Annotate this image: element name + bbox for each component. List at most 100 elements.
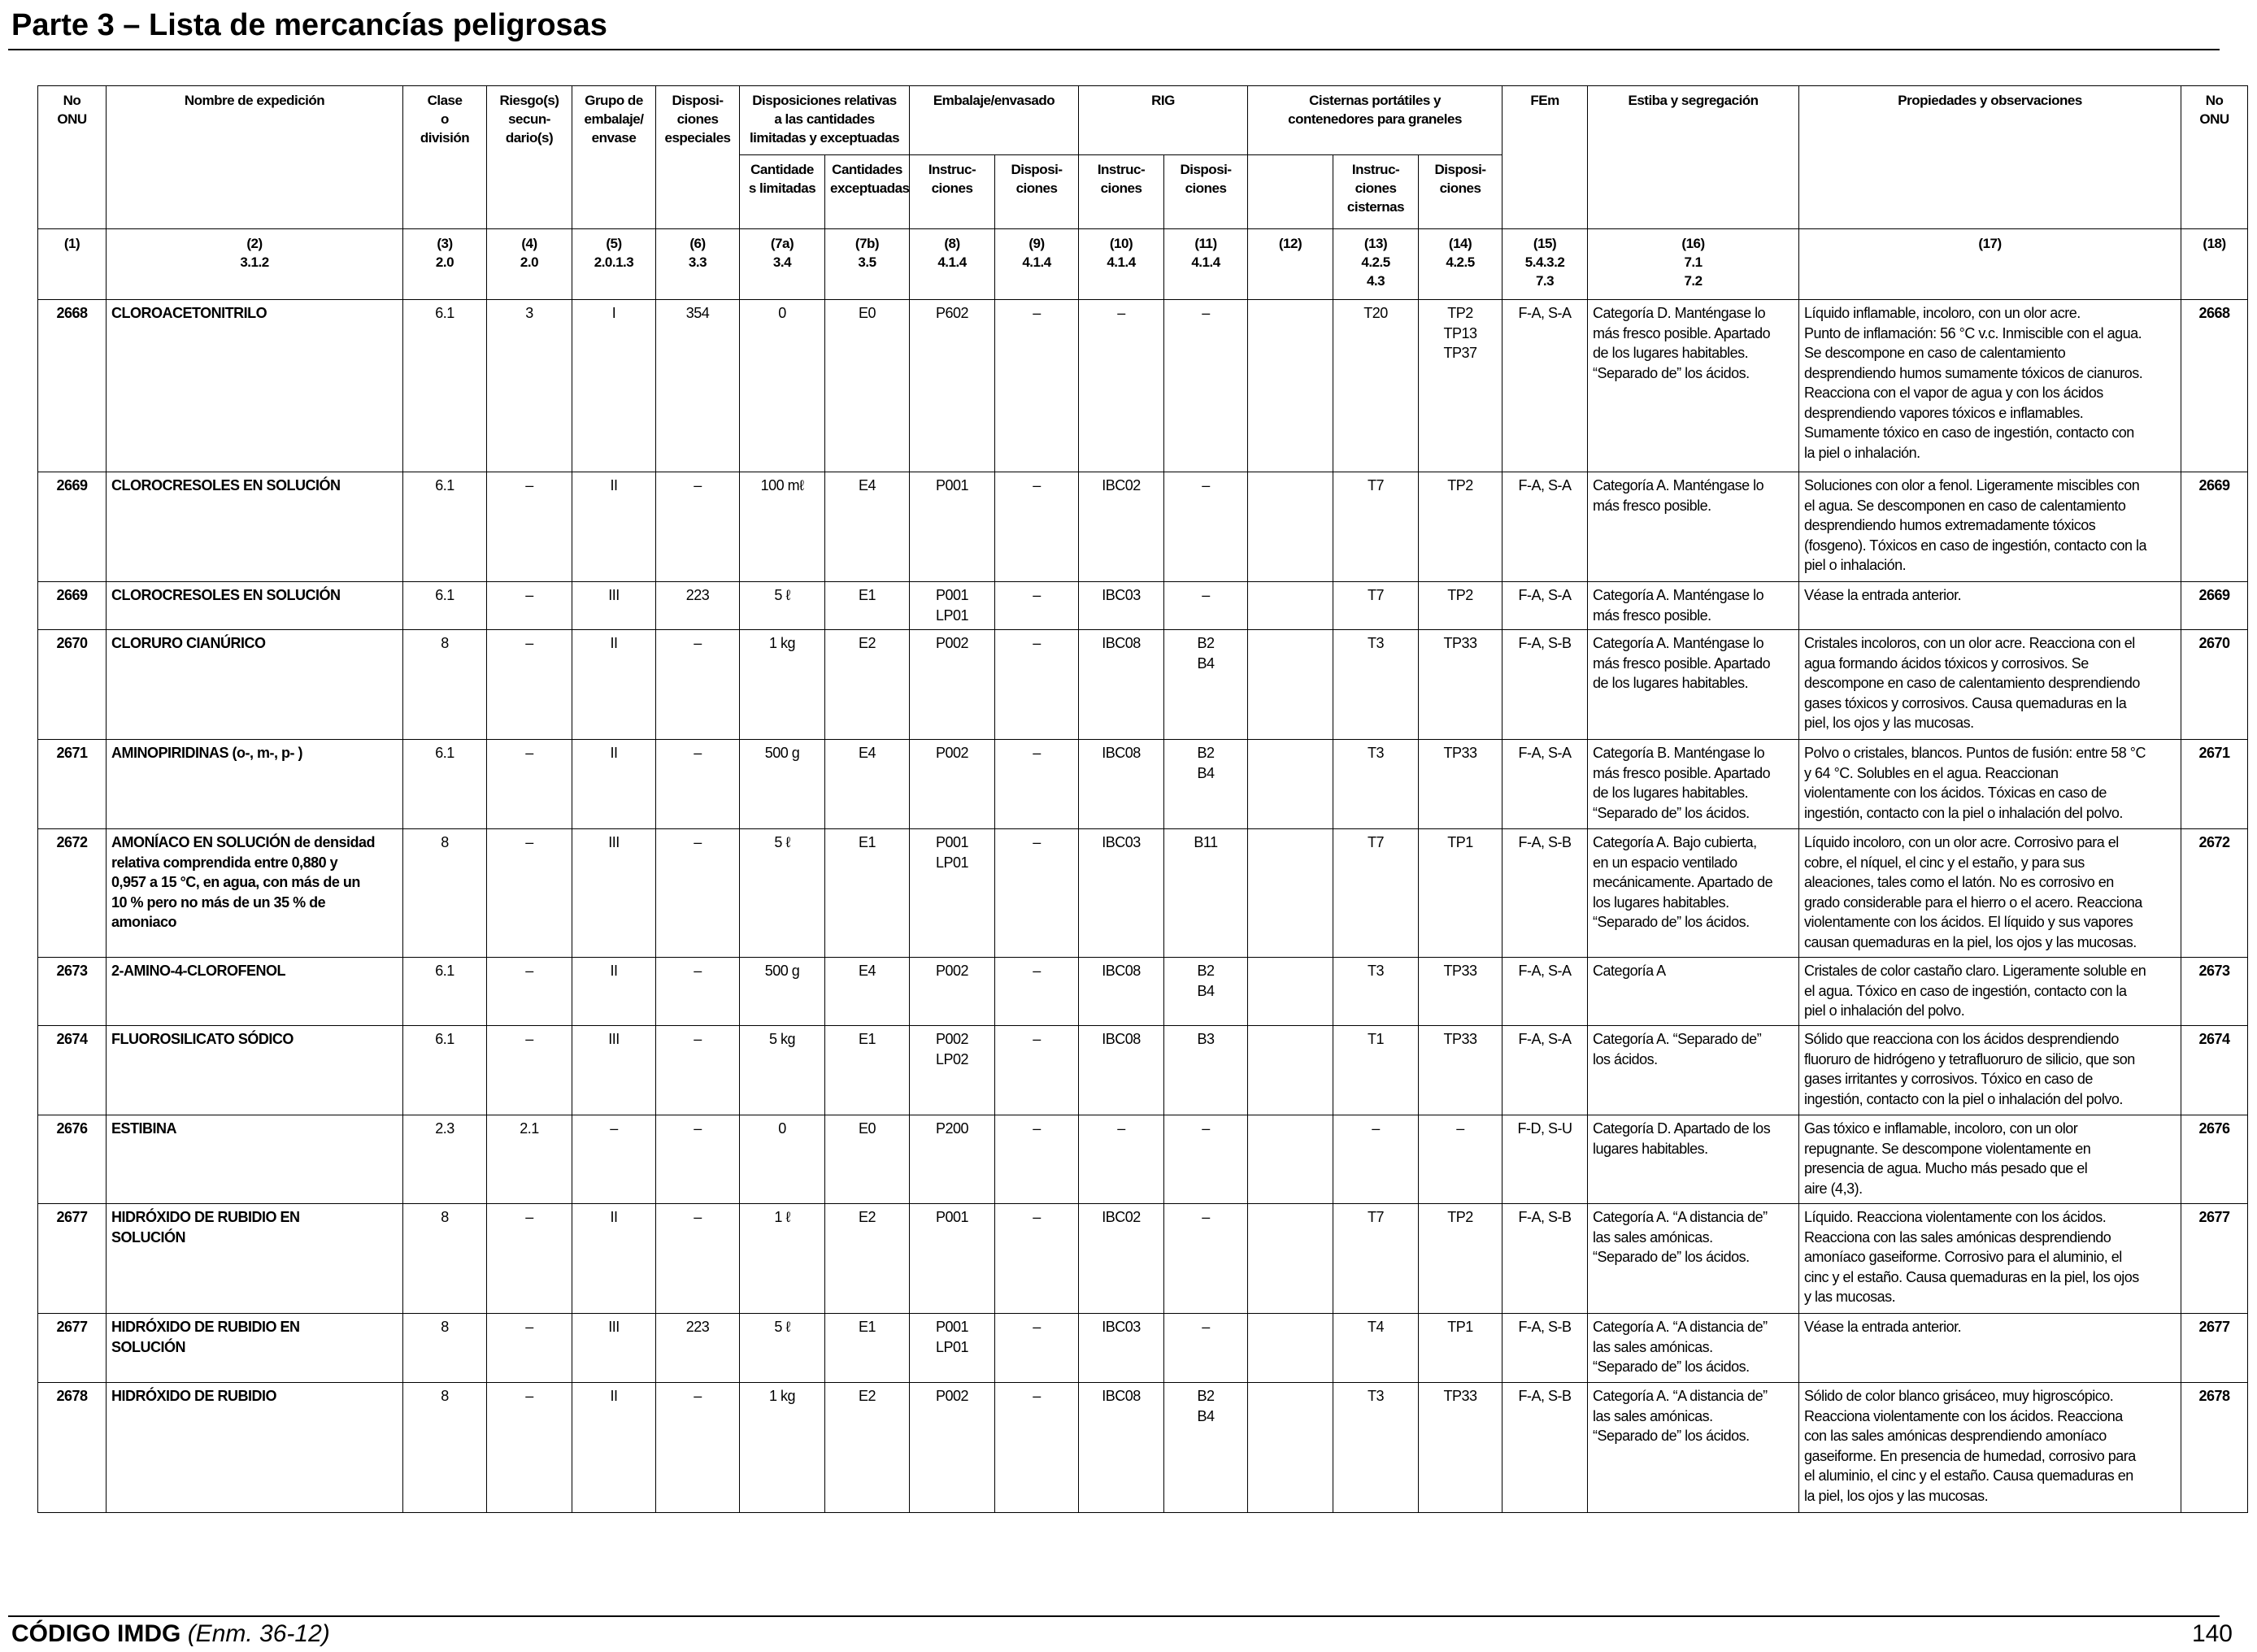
cell: Categoría A. “Separado de” los ácidos.	[1587, 1025, 1800, 1115]
column-number: (1)	[37, 228, 107, 300]
column-subheader: Disposi- ciones	[994, 154, 1079, 229]
cell: 8	[402, 629, 487, 740]
cell: Líquido incoloro, con un olor acre. Corr…	[1798, 828, 2182, 958]
cell: 2676	[2181, 1115, 2249, 1204]
cell: TP33	[1418, 1025, 1503, 1115]
cell: TP33	[1418, 739, 1503, 829]
cell: 5 ℓ	[739, 581, 825, 630]
cell: –	[655, 629, 740, 740]
cell: Categoría A. “A distancia de” las sales …	[1587, 1313, 1800, 1383]
cell: 2674	[2181, 1025, 2249, 1115]
cell: II	[572, 739, 656, 829]
cell: 3	[486, 299, 572, 472]
cell: 2672	[2181, 828, 2249, 958]
cell: –	[994, 629, 1079, 740]
cell: CLOROCRESOLES EN SOLUCIÓN	[106, 472, 403, 582]
column-header: Disposi- ciones especiales	[655, 85, 740, 229]
cell: 2668	[2181, 299, 2249, 472]
cell: –	[994, 1115, 1079, 1204]
cell: 2673	[2181, 957, 2249, 1026]
cell: T3	[1333, 739, 1420, 829]
empty-cell	[1247, 299, 1334, 472]
cell: P001	[909, 472, 995, 582]
cell: 2677	[2181, 1313, 2249, 1383]
cell: –	[1418, 1115, 1503, 1204]
cell: HIDRÓXIDO DE RUBIDIO	[106, 1382, 403, 1513]
cell: 2671	[2181, 739, 2249, 829]
column-number: (15) 5.4.3.2 7.3	[1502, 228, 1589, 300]
cell: –	[655, 472, 740, 582]
cell: Categoría A. “A distancia de” las sales …	[1587, 1382, 1800, 1513]
cell: T7	[1333, 828, 1420, 958]
empty-cell	[1247, 957, 1334, 1026]
cell: II	[572, 1382, 656, 1513]
cell: 2678	[37, 1382, 107, 1513]
cell: –	[994, 1025, 1079, 1115]
entry-row: 2677 HIDRÓXIDO DE RUBIDIO EN SOLUCIÓN 8– II…	[37, 1203, 2249, 1314]
column-subheader: Disposi- ciones	[1163, 154, 1249, 229]
cell: –	[1163, 1203, 1249, 1314]
column-number: (4) 2.0	[486, 228, 572, 300]
cell: –	[1163, 299, 1249, 472]
cell: –	[1163, 581, 1249, 630]
cell: 2-AMINO-4-CLOROFENOL	[106, 957, 403, 1026]
cell: 2671	[37, 739, 107, 829]
page-title: Parte 3 – Lista de mercancías peligrosas	[11, 8, 607, 42]
cell: –	[655, 828, 740, 958]
cell: ESTIBINA	[106, 1115, 403, 1204]
cell: B2 B4	[1163, 1382, 1249, 1513]
cell: T3	[1333, 1382, 1420, 1513]
cell: F-A, S-B	[1502, 629, 1589, 740]
cell: –	[1163, 472, 1249, 582]
cell: HIDRÓXIDO DE RUBIDIO EN SOLUCIÓN	[106, 1313, 403, 1383]
empty-cell	[1247, 472, 1334, 582]
column-header: Cisternas portátiles y contenedores para…	[1247, 85, 1503, 155]
cell: III	[572, 828, 656, 958]
cell: –	[486, 1313, 572, 1383]
cell: 500 g	[739, 957, 825, 1026]
cell: Categoría A. Manténgase lo más fresco po…	[1587, 581, 1800, 630]
cell: 8	[402, 828, 487, 958]
cell: TP33	[1418, 629, 1503, 740]
top-rule	[8, 49, 2220, 50]
cell: –	[655, 1382, 740, 1513]
cell: 8	[402, 1313, 487, 1383]
cell: III	[572, 1313, 656, 1383]
entry-row: 2669 CLOROCRESOLES EN SOLUCIÓN 6.1– II –100 …	[37, 472, 2249, 582]
page-number: 140	[2191, 1620, 2233, 1647]
cell: –	[994, 957, 1079, 1026]
cell: P001 LP01	[909, 581, 995, 630]
dangerous-goods-table: No ONU Nombre de expedición Clase o divisi…	[37, 85, 2249, 1513]
cell: –	[655, 1203, 740, 1314]
cell: P002	[909, 1382, 995, 1513]
cell: T3	[1333, 629, 1420, 740]
column-subheader: Cantidades exceptuadas	[824, 154, 910, 229]
cell: F-A, S-A	[1502, 739, 1589, 829]
column-number: (7b) 3.5	[824, 228, 910, 300]
cell: 2678	[2181, 1382, 2249, 1513]
cell: Polvo o cristales, blancos. Puntos de fu…	[1798, 739, 2182, 829]
column-header: Disposiciones relativas a las cantidades…	[739, 85, 910, 155]
cell: 354	[655, 299, 740, 472]
cell: I	[572, 299, 656, 472]
cell: F-A, S-B	[1502, 828, 1589, 958]
empty-cell	[1247, 828, 1334, 958]
cell: IBC03	[1078, 581, 1164, 630]
cell: E2	[824, 629, 910, 740]
column-header: Riesgo(s) secun- dario(s)	[486, 85, 572, 229]
cell: F-A, S-B	[1502, 1382, 1589, 1513]
cell: T1	[1333, 1025, 1420, 1115]
cell: –	[486, 739, 572, 829]
cell: TP33	[1418, 1382, 1503, 1513]
cell: Véase la entrada anterior.	[1798, 1313, 2182, 1383]
cell: III	[572, 1025, 656, 1115]
cell: 5 kg	[739, 1025, 825, 1115]
empty-subheader	[1247, 154, 1334, 229]
cell: 2669	[2181, 581, 2249, 630]
cell: E1	[824, 581, 910, 630]
cell: FLUOROSILICATO SÓDICO	[106, 1025, 403, 1115]
cell: –	[1163, 1313, 1249, 1383]
entry-row: 2668 CLOROACETONITRILO 6.1 3 I 354 0 E0 P602– – – T…	[37, 299, 2249, 472]
cell: CLORURO CIANÚRICO	[106, 629, 403, 740]
bottom-rule	[8, 1615, 2220, 1617]
